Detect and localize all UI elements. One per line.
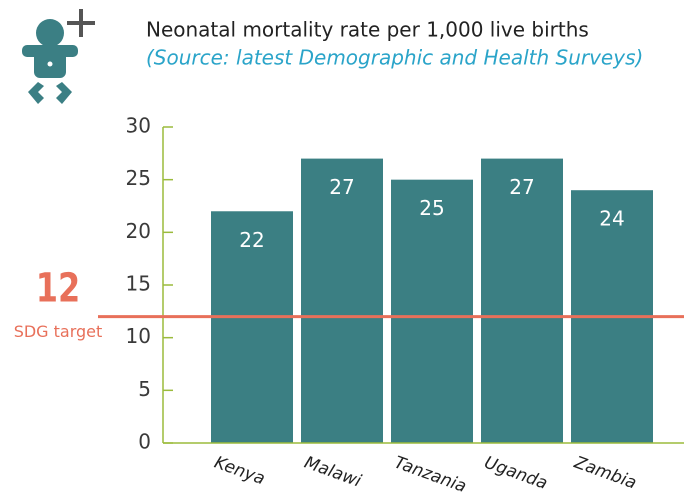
x-tick-label: Malawi	[302, 453, 364, 492]
y-tick-label: 10	[126, 324, 151, 348]
y-tick-label: 0	[138, 430, 151, 454]
bar	[391, 179, 473, 443]
value-label: 22	[239, 228, 264, 252]
icon-dot	[47, 61, 53, 67]
target-label: SDG target	[14, 322, 103, 341]
y-tick-label: 30	[126, 114, 151, 138]
chart-title: Neonatal mortality rate per 1,000 live b…	[146, 18, 589, 42]
y-tick-label: 15	[126, 272, 151, 296]
x-tick-label: Tanzania	[392, 453, 469, 495]
value-label: 24	[599, 207, 624, 231]
x-tick-label: Uganda	[482, 453, 551, 494]
bar	[301, 158, 383, 443]
x-tick-label: Kenya	[212, 453, 268, 490]
y-tick-label: 20	[126, 219, 151, 243]
target-value: 12	[36, 264, 81, 311]
y-tick-label: 25	[126, 166, 151, 190]
baby-icon	[22, 9, 95, 104]
y-tick-label: 5	[138, 377, 151, 401]
bar	[211, 211, 293, 443]
value-label: 27	[509, 175, 534, 199]
chart-subtitle: (Source: latest Demographic and Health S…	[146, 46, 643, 70]
value-label: 27	[329, 175, 354, 199]
x-tick-label: Zambia	[571, 452, 639, 493]
bar	[481, 158, 563, 443]
value-label: 25	[419, 196, 444, 220]
